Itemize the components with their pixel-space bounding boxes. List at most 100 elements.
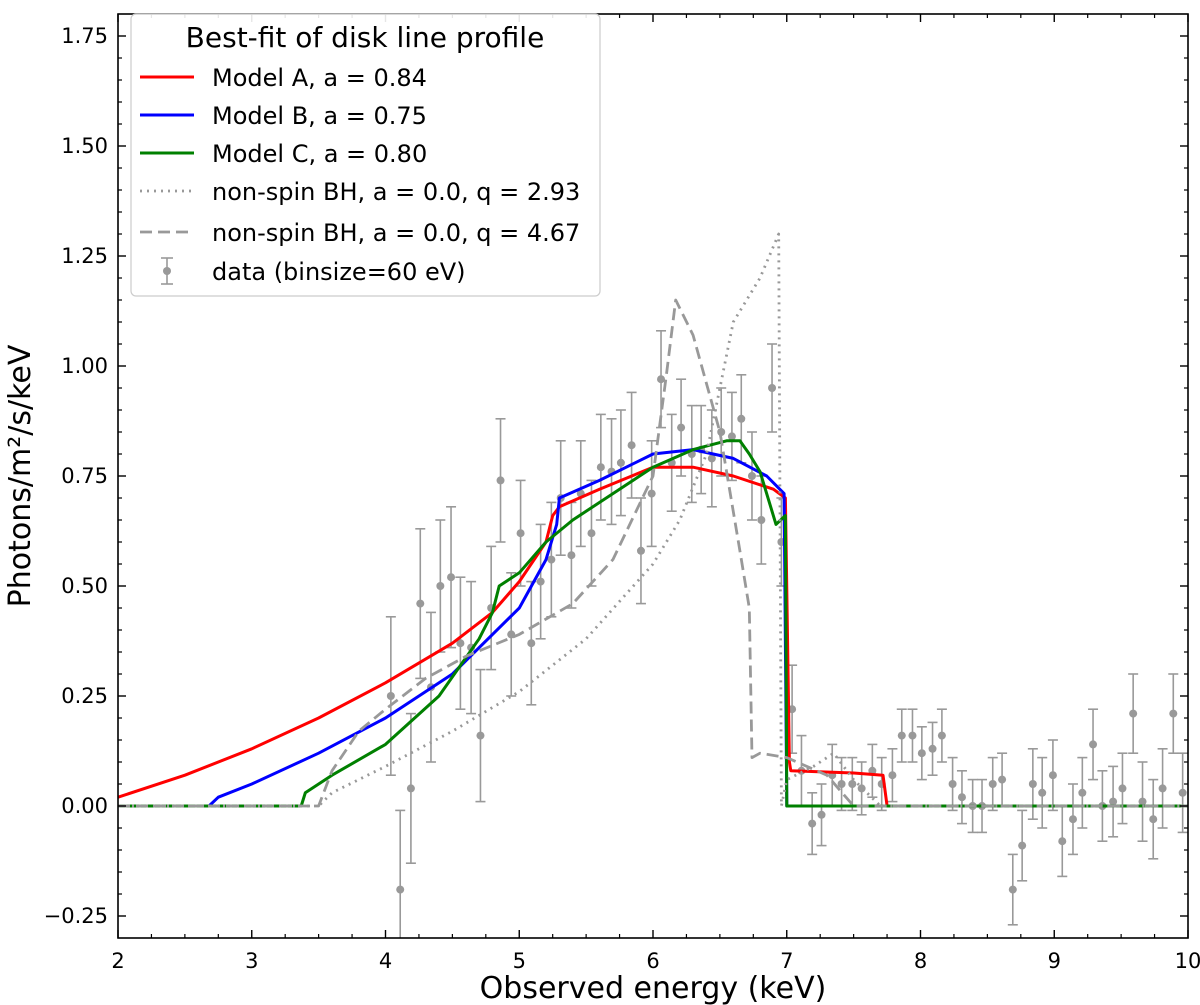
x-tick-label: 8 [914,949,927,973]
y-tick-label: 0.00 [61,794,108,818]
data-point [848,780,857,788]
data-point [707,454,716,463]
data-point [596,463,605,472]
data-point [436,582,445,590]
data-point [416,599,425,608]
y-tick-label: 1.50 [61,134,108,158]
data-point [808,819,817,828]
data-point [897,731,906,740]
axis-ticks: 2 3 4 5 6 7 8 9 10 −0.25 0.00 0.25 0.50 0.75 1.00 1.25 1… [44,14,1200,973]
plot-area [118,232,1188,938]
data-point [496,476,505,485]
data-point [1028,780,1037,788]
data-point [1118,784,1127,793]
data-point [937,731,946,740]
x-tick-label: 6 [646,949,659,973]
y-tick-label: 0.75 [61,464,108,488]
data-point [857,784,866,793]
data-point [1048,771,1057,780]
data-point [717,428,726,436]
legend-label-1: Model A, a = 0.84 [212,64,427,92]
data-point [627,441,636,450]
data-point [567,551,576,560]
data-point [527,639,536,648]
legend: Best-fit of disk line profile Model A, a… [130,13,601,297]
data-point [1109,797,1118,806]
data-point [1158,784,1167,793]
data-point [516,529,525,538]
y-tick-label: 1.75 [61,24,108,48]
data-point [1068,815,1077,824]
data-point [817,810,826,819]
legend-frame [130,13,601,297]
x-tick-label: 7 [780,949,793,973]
series-line-1 [118,465,1188,808]
data-point [988,780,997,788]
legend-label-6: data (binsize=60 eV) [212,258,466,286]
data-point [837,780,846,788]
data-errorbars [385,329,1188,938]
x-tick-label: 2 [111,949,124,973]
data-point [1149,815,1158,824]
x-tick-label: 5 [513,949,526,973]
data-point [1089,740,1098,749]
data-point [768,384,777,392]
data-point [957,793,966,802]
data-point [928,744,937,753]
y-tick-label: 0.25 [61,684,108,708]
data-point [476,731,485,740]
data-point [948,780,957,788]
data-point [737,414,746,423]
data-point [647,489,656,498]
y-tick-label: 1.00 [61,354,108,378]
x-tick-label: 9 [1048,949,1061,973]
data-point [657,375,666,384]
x-tick-label: 10 [1175,949,1200,973]
data-point [757,516,766,524]
y-tick-label: 0.50 [61,574,108,598]
data-point [1129,709,1138,718]
data-point [1008,885,1017,894]
data-point [587,529,596,538]
data-point [1038,788,1047,797]
data-point [1169,709,1178,718]
data-point [1018,841,1027,850]
legend-label-3: Model C, a = 0.80 [212,140,427,168]
legend-label-5: non-spin BH, a = 0.0, q = 4.67 [212,219,580,247]
series-line-2 [118,448,1188,808]
data-point [1138,797,1147,806]
data-point [747,472,756,480]
series-line-5 [118,298,1188,808]
x-axis-label: Observed energy (keV) [480,971,827,1005]
data-point [447,573,456,582]
series-lines [118,232,1188,808]
data-point [917,749,926,758]
data-point [1178,788,1187,797]
data-point [677,423,686,432]
data-point [396,885,405,894]
y-tick-label: 1.25 [61,244,108,268]
y-tick-label: −0.25 [44,904,108,928]
data-point [386,692,395,700]
legend-label-4: non-spin BH, a = 0.0, q = 2.93 [212,178,580,206]
data-point [616,458,625,467]
legend-marker-point [163,267,171,275]
data-point [888,771,897,780]
data-point [636,546,645,555]
data-point [406,784,415,793]
legend-title: Best-fit of disk line profile [186,21,545,54]
data-point [727,432,736,441]
data-point [908,731,917,740]
data-point [547,555,556,564]
data-point [536,577,545,586]
data-point [456,639,465,648]
x-tick-label: 4 [379,949,392,973]
data-point [998,775,1007,784]
series-line-3 [118,439,1188,808]
y-axis-label: Photons/m²/s/keV [3,344,38,607]
x-tick-label: 3 [245,949,258,973]
data-point [1058,837,1067,846]
legend-label-2: Model B, a = 0.75 [212,102,427,130]
data-point [1078,788,1087,797]
